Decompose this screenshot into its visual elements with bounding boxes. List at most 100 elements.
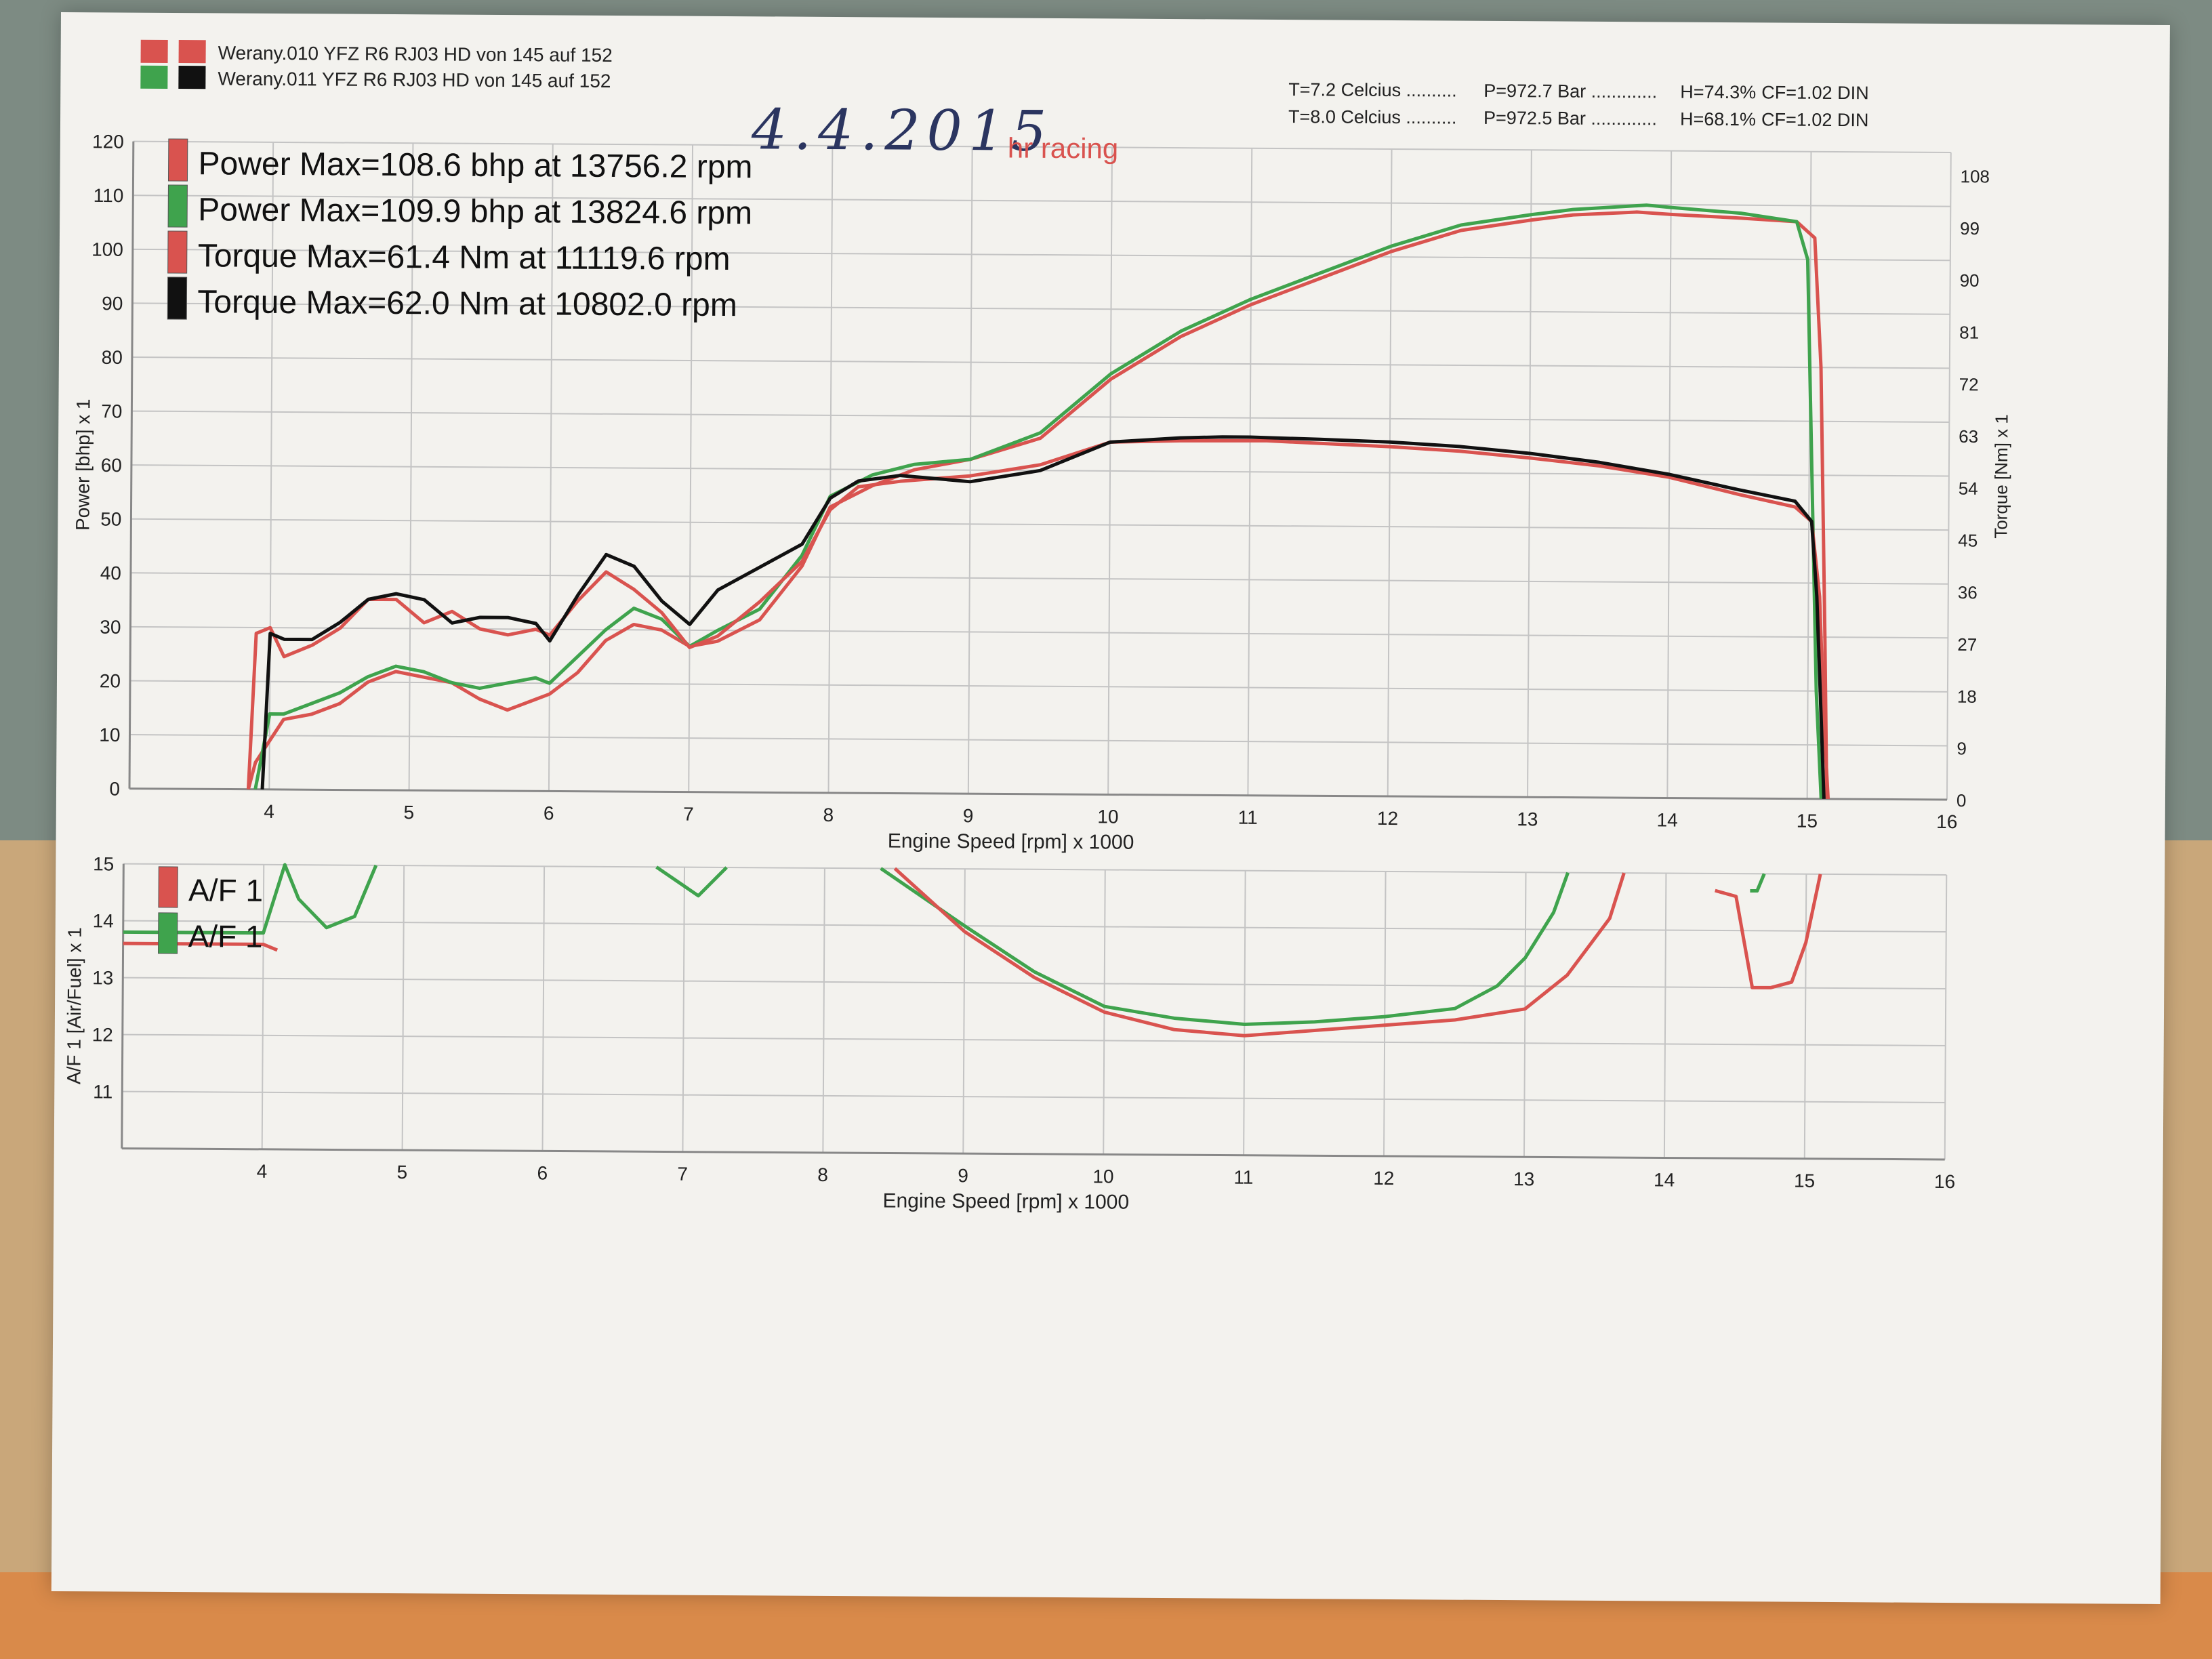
run-label: Werany.010 YFZ R6 RJ03 HD von 145 auf 15… [218, 42, 613, 66]
y2-tick-label: 108 [1960, 166, 1990, 186]
y2-tick-label: 81 [1959, 322, 1979, 342]
x-tick-label: 4 [257, 1161, 268, 1182]
x-tick-label: 10 [1097, 806, 1118, 827]
y2-tick-label: 54 [1959, 478, 1978, 499]
x-gridline [401, 865, 405, 1151]
legend-entry: A/F 1 [188, 918, 263, 954]
y-axis-line [121, 863, 125, 1149]
legend-swatch [167, 276, 188, 320]
x-tick-label: 7 [677, 1164, 688, 1185]
y-tick-label: 14 [93, 910, 114, 931]
y-gridline [131, 518, 1949, 531]
x-tick-label: 12 [1373, 1168, 1394, 1189]
legend-swatch [158, 912, 178, 954]
x-gridline [682, 867, 686, 1152]
y-gridline [131, 410, 1950, 423]
y-gridline [133, 140, 1951, 154]
y-gridline [122, 1090, 1946, 1104]
series-line-2 [253, 203, 1823, 800]
x-tick-label: 6 [537, 1162, 548, 1183]
x-tick-label: 16 [1936, 811, 1957, 832]
y2-tick-label: 0 [1957, 790, 1967, 811]
x-gridline [962, 869, 966, 1154]
x-tick-label: 5 [404, 802, 415, 823]
legend-entry: Power Max=108.6 bhp at 13756.2 rpm [198, 146, 752, 185]
y2-tick-label: 27 [1957, 634, 1977, 655]
x-gridline [822, 867, 825, 1153]
series-line-3 [246, 438, 1830, 800]
y-gridline [132, 302, 1950, 315]
y-tick-label: 100 [91, 239, 123, 260]
x-gridline [541, 866, 546, 1151]
y-gridline [123, 920, 1946, 933]
x-tick-label: 11 [1238, 807, 1258, 828]
y-gridline [129, 734, 1948, 747]
x-gridline [261, 864, 265, 1149]
x-tick-label: 13 [1513, 1168, 1534, 1189]
y2-tick-label: 9 [1957, 738, 1967, 758]
dyno-chart: Werany.010 YFZ R6 RJ03 HD von 145 auf 15… [63, 39, 2011, 1214]
x-tick-label: 14 [1656, 809, 1677, 830]
x-tick-label: 8 [823, 804, 834, 825]
condition-humidity: H=68.1% [1680, 109, 1756, 130]
run-torque-swatch [178, 66, 206, 89]
run-torque-swatch [178, 40, 206, 64]
y-tick-label: 110 [94, 185, 124, 206]
x-tick-label: 9 [963, 805, 974, 826]
x-axis-line [129, 787, 1947, 801]
y-gridline [132, 248, 1950, 262]
y-tick-label: 80 [102, 347, 123, 368]
y-axis-line [128, 141, 135, 789]
y-tick-label: 0 [109, 778, 120, 799]
x-tick-label: 15 [1797, 811, 1818, 832]
y-tick-label: 13 [92, 967, 113, 988]
series-line-1 [1750, 873, 1766, 893]
x-axis-label: Engine Speed [rpm] x 1000 [888, 830, 1134, 853]
y2-tick-label: 18 [1957, 687, 1977, 707]
y2-tick-label: 99 [1960, 218, 1980, 239]
x-tick-label: 6 [544, 802, 554, 823]
series-line-1 [880, 867, 1570, 1026]
x-tick-label: 11 [1233, 1167, 1253, 1188]
x-tick-label: 9 [958, 1165, 968, 1186]
series-line-2 [893, 867, 1626, 1038]
x-gridline [1383, 871, 1387, 1156]
y-tick-label: 12 [92, 1024, 113, 1045]
condition-humidity: H=74.3% [1680, 82, 1756, 103]
y-tick-label: 50 [100, 508, 121, 529]
legend-entry: Torque Max=62.0 Nm at 10802.0 rpm [197, 284, 737, 323]
x-gridline [1243, 870, 1246, 1155]
x-tick-label: 8 [817, 1164, 828, 1185]
condition-pressure: P=972.7 Bar ............. [1483, 81, 1657, 102]
y2-tick-label: 36 [1958, 582, 1978, 602]
x-gridline [1663, 873, 1667, 1158]
y-axis-label: A/F 1 [Air/Fuel] x 1 [63, 927, 85, 1084]
x-tick-label: 10 [1092, 1166, 1113, 1187]
x-tick-label: 15 [1794, 1170, 1815, 1191]
x-tick-label: 5 [397, 1162, 408, 1183]
x-tick-label: 14 [1654, 1169, 1675, 1190]
y-tick-label: 11 [93, 1081, 112, 1102]
condition-cf: CF=1.02 DIN [1761, 82, 1868, 103]
y2-tick-label: 90 [1960, 270, 1980, 291]
y-tick-label: 30 [100, 617, 121, 638]
legend-swatch [158, 866, 178, 908]
legend-swatch [167, 230, 188, 274]
x-gridline [1523, 872, 1527, 1158]
y2-tick-label: 45 [1958, 530, 1978, 550]
y-gridline [123, 977, 1946, 990]
legend-entry: A/F 1 [188, 872, 263, 908]
legend-swatch [167, 138, 188, 182]
run-power-swatch [140, 39, 168, 63]
y-tick-label: 90 [102, 293, 123, 314]
dyno-printout: Werany.010 YFZ R6 RJ03 HD von 145 auf 15… [51, 12, 2170, 1604]
y-gridline [129, 680, 1948, 693]
y-tick-label: 120 [92, 131, 124, 152]
y-gridline [130, 572, 1948, 585]
legend-entry: Power Max=109.9 bhp at 13824.6 rpm [198, 192, 752, 231]
run-power-swatch [140, 65, 168, 89]
x-tick-label: 4 [264, 801, 274, 822]
y-gridline [131, 356, 1950, 369]
y-gridline [130, 626, 1948, 639]
y2-axis-label: Torque [Nm] x 1 [1990, 414, 2011, 539]
